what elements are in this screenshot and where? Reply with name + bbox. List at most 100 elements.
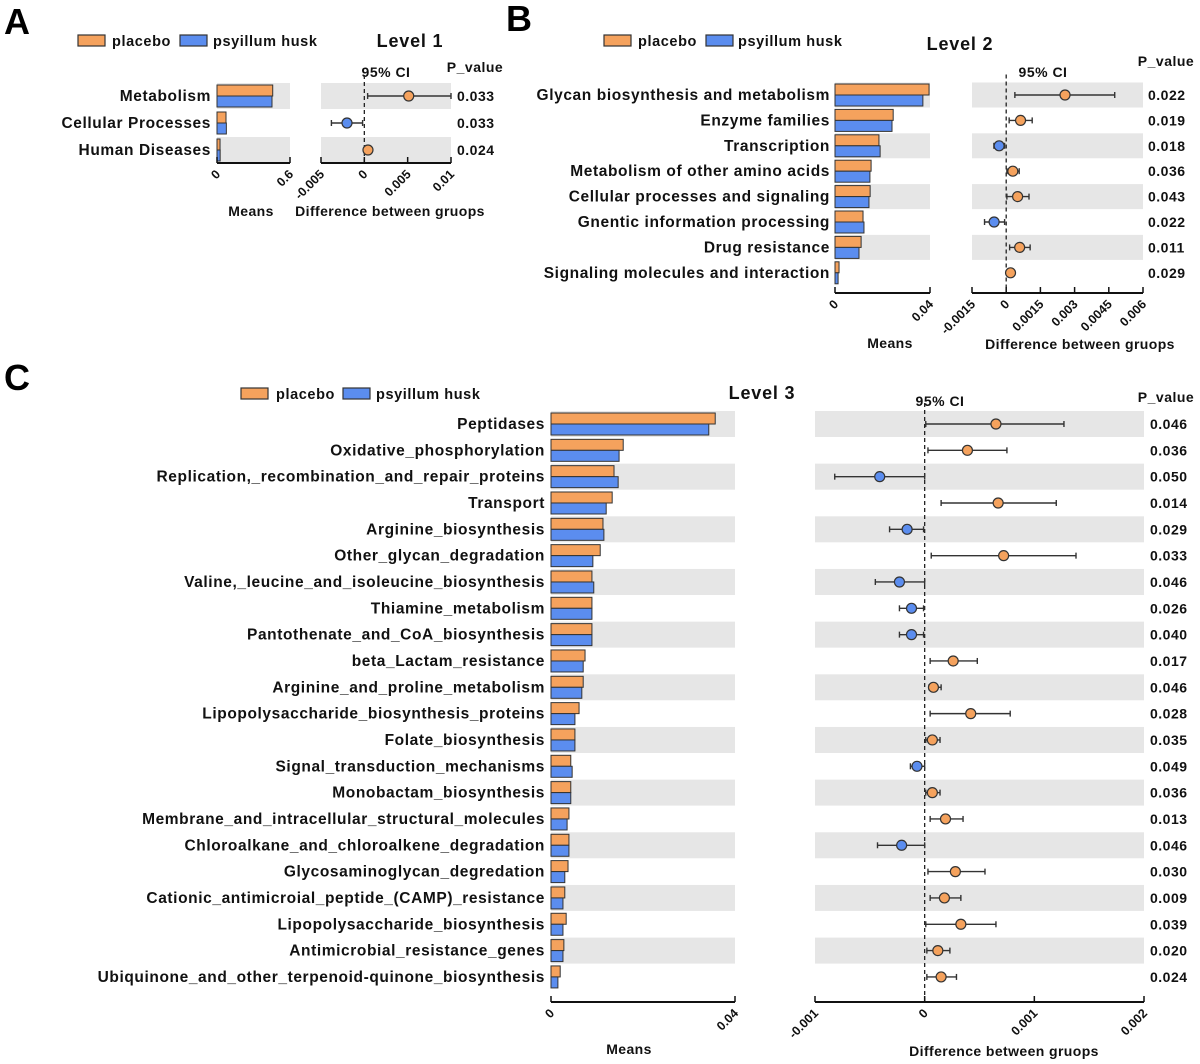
category-row: Drug resistance 0.011 [704,235,1184,259]
bar-placebo [550,465,615,478]
category-row: Folate_biosynthesis 0.035 [385,728,1188,752]
category-row: Cellular processes and signaling 0.043 [569,185,1185,209]
diff-point [926,734,938,746]
category-label: Monobactam_biosynthesis [332,785,545,802]
legend-swatch-placebo [77,34,106,47]
ci-label: 95% CI [362,64,411,80]
category-row: Pantothenate_and_CoA_biosynthesis 0.040 [247,623,1187,647]
category-row: Replication,_recombination_and_repair_pr… [157,465,1187,489]
bar-placebo [550,965,561,978]
bar-placebo [216,138,221,151]
diff-point [1011,191,1024,203]
category-label: Arginine_and_proline_metabolism [272,679,545,696]
tick-label: 0.005 [382,167,414,199]
legend-label-psyllium: psyillum husk [738,34,843,50]
row-band [815,674,1144,701]
legend: placebo psyillum husk [240,387,480,403]
bar-placebo [550,939,565,952]
category-label: Chloroalkane_and_chloroalkene_degradatio… [184,837,545,854]
bar-placebo [550,623,593,636]
diff-point [1014,114,1027,127]
p-value: 0.035 [1150,732,1188,748]
diff-point [905,602,918,614]
bar-placebo [834,108,894,121]
bar-placebo [834,235,862,248]
diff-point [949,866,961,878]
p-value: 0.046 [1150,679,1188,695]
panel-letter: B [506,0,532,39]
bar-psyllium [550,765,573,778]
category-label: Antimicrobial_resistance_genes [289,943,545,960]
category-label: Drug resistance [704,239,830,256]
bar-psyllium [550,660,584,673]
category-row: Glycosaminoglycan_degredation 0.030 [284,860,1187,884]
diff-point [874,471,886,483]
p-value: 0.017 [1150,653,1188,669]
diff-point [341,117,353,129]
means-axis-title: Means [606,1041,652,1057]
bar-psyllium [834,246,860,259]
bar-psyllium [550,607,593,620]
category-label: Arginine_biosynthesis [366,521,545,538]
row-band [815,832,1144,859]
diff-point [893,576,906,588]
category-label: Glycan biosynthesis and metabolism [537,87,830,104]
bar-placebo [550,728,576,741]
tick-label: -0.005 [292,167,327,202]
bar-placebo [550,781,572,794]
category-label: Lipopolysaccharide_biosynthesis_proteins [202,706,545,723]
tick-label: 0.6 [274,167,296,189]
category-row: Oxidative_phosphorylation 0.036 [330,438,1187,462]
bar-placebo [550,544,601,557]
bar-placebo [550,649,586,662]
row-band [815,779,1144,806]
bar-psyllium [834,145,881,158]
difference-axis-title: Difference between gruops [985,336,1175,352]
chart-title: Level 3 [729,383,796,403]
bar-psyllium [550,634,593,647]
bar-psyllium [550,581,595,594]
bar-psyllium [550,976,559,989]
category-row: Membrane_and_intracellular_structural_mo… [142,807,1187,831]
category-row: Arginine_and_proline_metabolism 0.046 [272,675,1188,699]
row-band [321,137,451,163]
p-value: 0.046 [1150,574,1188,590]
bar-placebo [550,912,567,925]
category-label: Folate_biosynthesis [385,732,545,749]
bar-psyllium [550,476,619,489]
p-value: 0.033 [457,88,495,104]
diff-point [362,144,374,156]
legend-swatch-psyllium [705,34,734,47]
diff-point [896,839,908,851]
p-value-header: P_value [1138,389,1194,405]
legend-label-placebo: placebo [276,387,335,403]
bar-placebo [550,754,572,767]
bar-psyllium [834,221,865,234]
bar-psyllium [550,713,576,726]
p-value: 0.014 [1150,495,1188,511]
tick-label: 0 [916,1006,931,1021]
ci-label: 95% CI [1019,64,1068,80]
bar-psyllium [216,95,273,108]
bar-placebo [550,438,624,451]
bar-placebo [834,134,880,147]
bar-psyllium [550,844,570,857]
diff-point [1004,267,1017,279]
category-row: Enzyme families 0.019 [700,108,1185,132]
diff-point [901,523,913,535]
chart-title: Level 1 [377,31,444,51]
category-label: Transcription [724,138,830,155]
difference-axis-title: Difference between gruops [909,1043,1099,1059]
category-row: Other_glycan_degradation 0.033 [334,544,1187,568]
category-label: Gnentic information processing [578,214,830,231]
diff-point [1014,241,1026,253]
category-label: Cellular processes and signaling [569,189,830,206]
row-band [551,779,735,806]
bar-psyllium [550,686,583,699]
legend-swatch-psyllium [179,34,208,47]
bar-placebo [834,159,872,172]
legend-label-placebo: placebo [112,34,171,50]
bar-placebo [834,261,840,274]
